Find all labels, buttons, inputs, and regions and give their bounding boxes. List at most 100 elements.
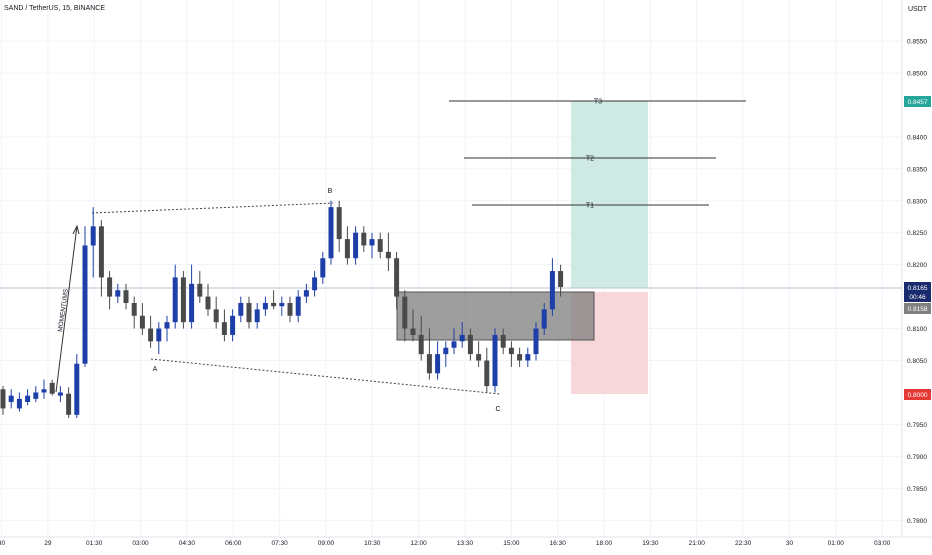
candle[interactable] [279,296,285,316]
candle[interactable] [16,392,22,412]
candle[interactable] [508,341,514,367]
candle[interactable] [394,251,400,310]
candle-body [57,392,63,396]
candle[interactable] [82,226,88,367]
candle[interactable] [57,386,63,403]
stop-price-text: 0.8000 [908,392,928,399]
candle[interactable] [451,328,457,355]
candle[interactable] [312,271,318,297]
candle[interactable] [467,328,473,361]
candle[interactable] [189,264,195,329]
candle[interactable] [90,207,96,278]
candle[interactable] [533,322,539,361]
price-axis[interactable]: 0.8550 0.8500 0.8400 0.8350 0.8300 0.8250 0.82… [907,39,927,525]
candle[interactable] [410,309,416,342]
candle[interactable] [443,341,449,367]
candle-body [459,334,465,342]
target-zone[interactable] [571,101,648,288]
momentum-label: MOMENTUMS [57,288,70,333]
candle[interactable] [328,200,334,265]
candle[interactable] [361,226,367,252]
candle[interactable] [156,322,162,355]
candle[interactable] [459,322,465,348]
candle[interactable] [107,271,113,310]
candle-body [156,328,162,342]
candle[interactable] [148,315,154,348]
candle[interactable] [418,315,424,361]
candle[interactable] [180,271,186,329]
candle-body [205,296,211,310]
target-label-t1: T1 [586,203,594,210]
candle[interactable] [295,290,301,323]
candle[interactable] [25,389,31,406]
candle[interactable] [500,328,506,355]
candle[interactable] [164,315,170,342]
candle[interactable] [98,219,104,297]
candle[interactable] [271,290,277,310]
candle[interactable] [377,232,383,259]
y-tick-label: 0.8550 [907,39,927,46]
candle[interactable] [205,283,211,316]
candle[interactable] [213,296,219,329]
candle-body [246,302,252,323]
candle[interactable] [131,296,137,329]
candle[interactable] [197,271,203,303]
x-tick-label: 13:30 [457,540,474,547]
candle[interactable] [287,296,293,323]
candle[interactable] [426,328,432,380]
pattern-point-c: C [495,406,500,413]
candle[interactable] [320,251,326,284]
candle-body [295,296,301,316]
candle[interactable] [353,226,359,265]
candle[interactable] [238,296,244,323]
candle[interactable] [549,258,555,316]
candle[interactable] [385,232,391,272]
candle[interactable] [541,302,547,335]
candle-body [221,322,227,335]
candle[interactable] [66,387,72,419]
candle[interactable] [303,283,309,303]
candle[interactable] [435,341,441,380]
candle[interactable] [230,309,236,342]
currency-label: USDT [908,6,928,13]
candle-body [238,302,244,316]
candle[interactable] [74,354,80,419]
candle[interactable] [336,200,342,252]
y-tick-label: 0.7800 [907,518,927,525]
candle[interactable] [484,347,490,393]
time-axis[interactable]: 30 29 01:30 03:00 04:30 06:00 07:30 09:00 10:30 1… [0,540,891,547]
x-tick-label: 07:30 [271,540,288,547]
candle[interactable] [262,296,268,316]
candles[interactable] [0,200,564,419]
grid [0,0,902,537]
candle-body [394,258,400,297]
candle[interactable] [41,379,47,399]
candle-body [418,334,424,355]
candle[interactable] [139,302,145,335]
candle[interactable] [221,309,227,342]
x-tick-label: 04:30 [179,540,196,547]
candle[interactable] [476,341,482,367]
candle[interactable] [402,290,408,342]
candle[interactable] [558,264,564,297]
candle[interactable] [172,264,178,329]
candle[interactable] [517,347,523,367]
candle[interactable] [492,328,498,393]
pattern-point-b: B [328,188,333,195]
candle-body [287,302,293,316]
candle[interactable] [8,389,14,409]
candle[interactable] [344,226,350,265]
candle[interactable] [369,232,375,259]
candle[interactable] [123,283,129,310]
candle[interactable] [525,347,531,367]
candle[interactable] [254,302,260,329]
candle[interactable] [246,296,252,329]
candle[interactable] [0,386,6,415]
candle-body [517,354,523,361]
candle-body [172,277,178,323]
candle[interactable] [49,379,55,396]
candle[interactable] [115,283,121,303]
candle[interactable] [33,386,39,403]
